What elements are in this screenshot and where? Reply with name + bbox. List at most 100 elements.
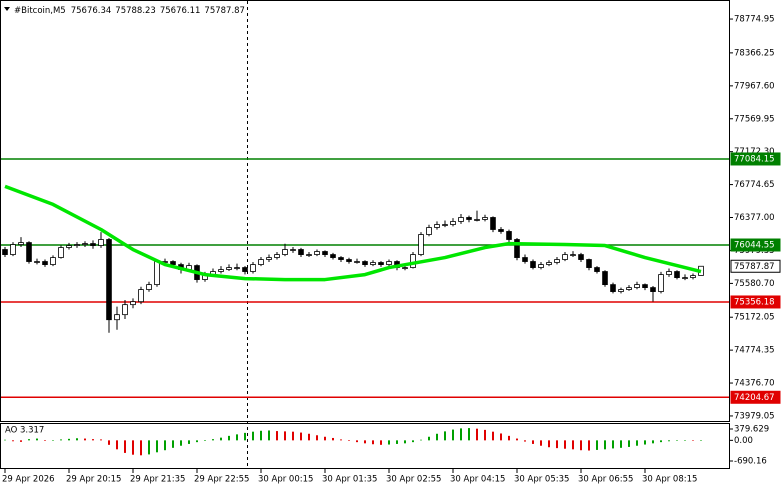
ao-bar [124, 440, 126, 453]
x-tick-label: 30 Apr 04:15 [450, 475, 505, 485]
candle-body [82, 243, 88, 245]
candle-body [138, 289, 144, 303]
ao-bar [604, 440, 606, 450]
ao-bar [108, 440, 110, 445]
candle-body [98, 239, 104, 246]
candle-body [66, 245, 72, 248]
y-tick-label: 76774.65 [734, 180, 775, 190]
ao-y-tick-label: 379.629 [734, 424, 769, 434]
ao-bar [372, 440, 374, 445]
candle-body [338, 257, 344, 260]
ao-bar [84, 438, 86, 441]
ao-bar [380, 440, 382, 445]
ao-bar [620, 440, 622, 448]
ao-bar [692, 440, 694, 441]
last-low: 75676.11 [160, 6, 201, 16]
candle-body [42, 261, 48, 265]
ao-value: 3.317 [20, 426, 44, 436]
ao-panel-frame [0, 423, 730, 469]
ao-bar [76, 438, 78, 441]
candle-body [642, 284, 648, 288]
y-tick-label: 75172.05 [734, 313, 775, 323]
ao-bar [412, 440, 414, 443]
x-tick-label: 29 Apr 20:15 [66, 475, 121, 485]
candle-body [658, 274, 664, 292]
level-label: 77084.15 [734, 154, 775, 164]
ao-bar [556, 440, 558, 449]
ao-bar [684, 440, 686, 441]
ao-bar [204, 440, 206, 441]
ao-bar [700, 440, 702, 441]
x-tick-label: 30 Apr 08:15 [642, 475, 697, 485]
ao-bar [236, 434, 238, 441]
candle-body [498, 229, 504, 232]
candle-body [218, 269, 224, 272]
x-tick-label: 30 Apr 02:55 [386, 475, 441, 485]
candle-body [130, 301, 136, 306]
ao-bar [540, 440, 542, 446]
candle-body [442, 224, 448, 226]
candle-body [122, 304, 128, 316]
ao-bar [500, 433, 502, 441]
ao-bar [228, 435, 230, 441]
last-price-label: 75787.87 [734, 262, 775, 272]
candle-body [610, 284, 616, 292]
candle-body [146, 284, 152, 290]
ao-bar [572, 440, 574, 450]
y-tick-label: 73979.05 [734, 411, 775, 421]
ao-bar [196, 440, 198, 443]
ao-bar [36, 438, 38, 441]
candle-body [386, 261, 392, 265]
x-tick-label: 30 Apr 01:35 [322, 475, 377, 485]
x-tick-label: 29 Apr 22:55 [194, 475, 249, 485]
ao-bar [396, 440, 398, 444]
x-tick-label: 29 Apr 21:35 [130, 475, 185, 485]
ao-bar [332, 437, 334, 441]
candle-body [666, 271, 672, 276]
candle-body [290, 249, 296, 251]
chart-title: #Bitcoin,M5 [14, 6, 66, 16]
level-label-box [730, 152, 781, 166]
candle-body [330, 254, 336, 258]
candle-body [682, 277, 688, 279]
ao-bar [516, 438, 518, 441]
last-close: 75787.87 [204, 6, 245, 16]
candle-body [18, 242, 24, 245]
candle-body [26, 242, 32, 262]
ao-name: AO [5, 426, 18, 436]
ao-bar [212, 439, 214, 441]
ao-bar [172, 440, 174, 448]
ao-bar [436, 433, 438, 441]
ao-bar [148, 440, 150, 455]
ao-bar [340, 439, 342, 441]
level-label: 76044.55 [734, 241, 775, 251]
candle-body [258, 259, 264, 265]
candle-body [362, 261, 368, 265]
ao-bar [12, 440, 14, 442]
y-tick-label: 76377.00 [734, 213, 775, 223]
candle-body [490, 217, 496, 230]
level-label-box [730, 295, 781, 309]
ao-bar [652, 440, 654, 444]
level-label: 75356.18 [734, 297, 775, 307]
candle-body [618, 289, 624, 292]
y-tick-label: 77172.30 [734, 147, 775, 157]
ao-bar [348, 440, 350, 441]
ao-bar [68, 438, 70, 441]
candle-body [650, 287, 656, 292]
candle-body [90, 243, 96, 246]
candle-body [114, 314, 120, 321]
ao-bar [468, 428, 470, 441]
ao-bar [244, 432, 246, 441]
ao-bar [60, 439, 62, 441]
candle-body [242, 267, 248, 272]
ao-bar [420, 439, 422, 441]
ao-bar [460, 428, 462, 441]
candle-body [570, 254, 576, 256]
ao-bar [548, 440, 550, 448]
ao-bar [508, 435, 510, 441]
candle-body [298, 249, 304, 255]
candle-body [314, 251, 320, 255]
candle-body [226, 267, 232, 270]
